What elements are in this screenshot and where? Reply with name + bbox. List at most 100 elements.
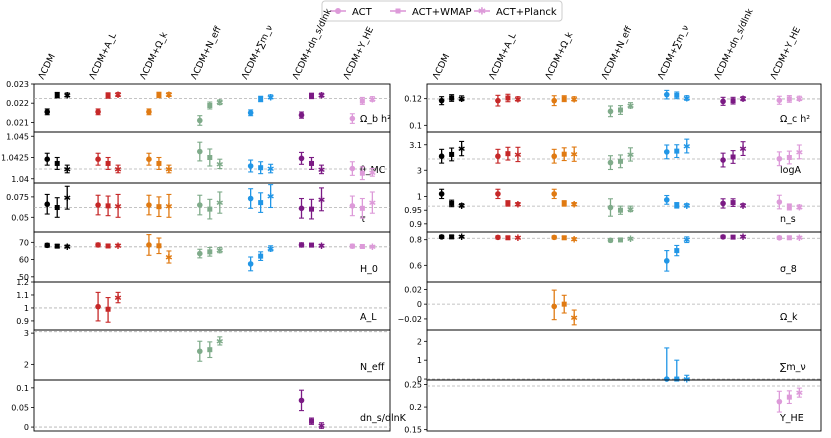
data-point-act-wmap xyxy=(105,160,111,166)
model-label: ΛCDM+∑m_ν xyxy=(240,24,275,81)
data-point-act-planck: ✱ xyxy=(570,151,578,161)
data-point-act-planck: ✱ xyxy=(796,148,804,158)
data-point-act-planck: ✱ xyxy=(514,95,522,105)
data-point-act-planck: ✱ xyxy=(627,151,635,161)
data-point-act-planck: ✱ xyxy=(216,247,224,257)
data-point-act xyxy=(551,234,558,241)
data-point-act xyxy=(298,242,305,248)
parameter-label: n_s xyxy=(780,214,796,225)
data-point-act-wmap xyxy=(105,306,111,312)
data-point-act-wmap xyxy=(786,155,792,160)
data-point-act xyxy=(196,202,203,208)
data-point-act xyxy=(776,97,783,104)
data-point-act xyxy=(298,205,305,212)
data-point-act-planck: ✱ xyxy=(267,165,275,175)
data-point-act-wmap xyxy=(156,243,162,249)
data-point-act-planck: ✱ xyxy=(570,236,578,246)
data-point-act xyxy=(196,348,203,355)
data-point-act-planck: ✱ xyxy=(114,294,122,304)
data-point-act xyxy=(438,153,445,160)
parameter-label: Ω_b h² xyxy=(360,114,391,125)
parameter-label: Ω_c h² xyxy=(780,114,810,125)
y-tick-label: 1 xyxy=(417,356,422,365)
model-label: ΛCDM+dn_s/dlnk xyxy=(713,7,756,82)
y-tick-label: 2 xyxy=(417,337,422,346)
model-label: ΛCDM+A_L xyxy=(88,32,119,82)
data-point-act-wmap xyxy=(730,200,736,206)
data-point-act-planck: ✱ xyxy=(369,169,377,179)
data-point-act-planck: ✱ xyxy=(63,243,71,253)
data-point-act-planck: ✱ xyxy=(458,233,466,243)
data-point-act xyxy=(438,97,445,104)
data-point-act-wmap xyxy=(258,96,264,102)
data-point-act-planck: ✱ xyxy=(458,95,466,105)
legend-act-marker xyxy=(335,8,341,14)
data-point-act-wmap xyxy=(786,235,792,241)
data-point-act-wmap xyxy=(449,95,455,101)
data-point-act xyxy=(607,108,614,115)
data-point-act-wmap xyxy=(359,243,365,249)
data-point-act-planck: ✱ xyxy=(165,202,173,212)
y-tick-label: 1.04 xyxy=(11,175,29,184)
plot-area: ΛCDM ΛCDM+A_L ΛCDM+Ω_k ΛCDM+N_eff ΛCDM+∑m_ν Λ… xyxy=(1,7,822,435)
data-point-act xyxy=(438,234,445,240)
y-tick-label: 0.9 xyxy=(16,317,29,326)
data-point-act-wmap xyxy=(156,92,162,98)
data-point-act xyxy=(663,91,670,98)
data-point-act-planck: ✱ xyxy=(114,165,122,175)
y-tick-label: 0.6 xyxy=(409,261,422,270)
data-point-act xyxy=(247,163,254,169)
legend-planck-marker: ✱ xyxy=(478,7,486,18)
y-tick-label: 60 xyxy=(19,256,29,265)
data-point-act-planck: ✱ xyxy=(796,389,804,399)
y-tick-label: 0.95 xyxy=(404,206,422,215)
data-point-act xyxy=(495,153,501,160)
parameter-label: σ_8 xyxy=(780,264,797,275)
data-point-act-wmap xyxy=(258,165,264,171)
data-point-act-wmap xyxy=(309,93,315,99)
panel-frame xyxy=(33,231,391,283)
data-point-act-wmap xyxy=(156,204,162,210)
data-point-act-planck: ✱ xyxy=(796,234,804,244)
data-point-act-planck: ✱ xyxy=(114,202,122,212)
legend-planck-label: ACT+Planck xyxy=(496,7,557,18)
data-point-act xyxy=(349,243,356,249)
y-tick-label: 0 xyxy=(417,375,422,384)
data-point-act-wmap xyxy=(449,234,455,240)
y-tick-label: 0.05 xyxy=(11,403,29,412)
panel-frame xyxy=(33,329,391,381)
data-point-act-planck: ✱ xyxy=(216,99,224,109)
panel-11: −0.02 0 0.02 Ω_k ✱ xyxy=(397,281,822,331)
data-point-act xyxy=(146,156,152,162)
y-tick-label: −0.02 xyxy=(397,315,422,324)
data-point-act xyxy=(298,397,305,404)
data-point-act-planck: ✱ xyxy=(683,95,691,105)
data-point-act xyxy=(607,237,614,244)
data-point-act-wmap xyxy=(309,160,315,166)
data-point-act-wmap xyxy=(674,148,680,154)
data-point-act xyxy=(349,165,356,172)
data-point-act-wmap xyxy=(258,200,264,206)
data-point-act-planck: ✱ xyxy=(458,202,466,212)
data-point-act-wmap xyxy=(505,200,511,206)
data-point-act-wmap xyxy=(156,160,162,166)
data-point-act-wmap xyxy=(105,203,111,209)
model-label: ΛCDM+dn_s/dlnk xyxy=(291,7,334,82)
data-point-act-wmap xyxy=(207,347,213,353)
data-point-act-wmap xyxy=(674,248,680,254)
parameter-label: dn_s/dlnK xyxy=(360,413,407,424)
data-point-act-planck: ✱ xyxy=(318,422,326,432)
y-tick-label: 1.2 xyxy=(16,278,29,287)
data-point-act-planck: ✱ xyxy=(683,376,691,386)
data-point-act-wmap xyxy=(309,418,315,424)
data-point-act-planck: ✱ xyxy=(216,160,224,170)
data-point-act-wmap xyxy=(674,376,680,382)
y-tick-label: 0.02 xyxy=(404,285,422,294)
data-point-act-wmap xyxy=(617,158,623,164)
data-point-act-wmap xyxy=(505,151,511,157)
data-point-act-wmap xyxy=(786,394,792,400)
data-point-act xyxy=(196,117,203,124)
data-point-act-wmap xyxy=(207,103,213,109)
y-tick-label: 0.022 xyxy=(6,99,29,108)
